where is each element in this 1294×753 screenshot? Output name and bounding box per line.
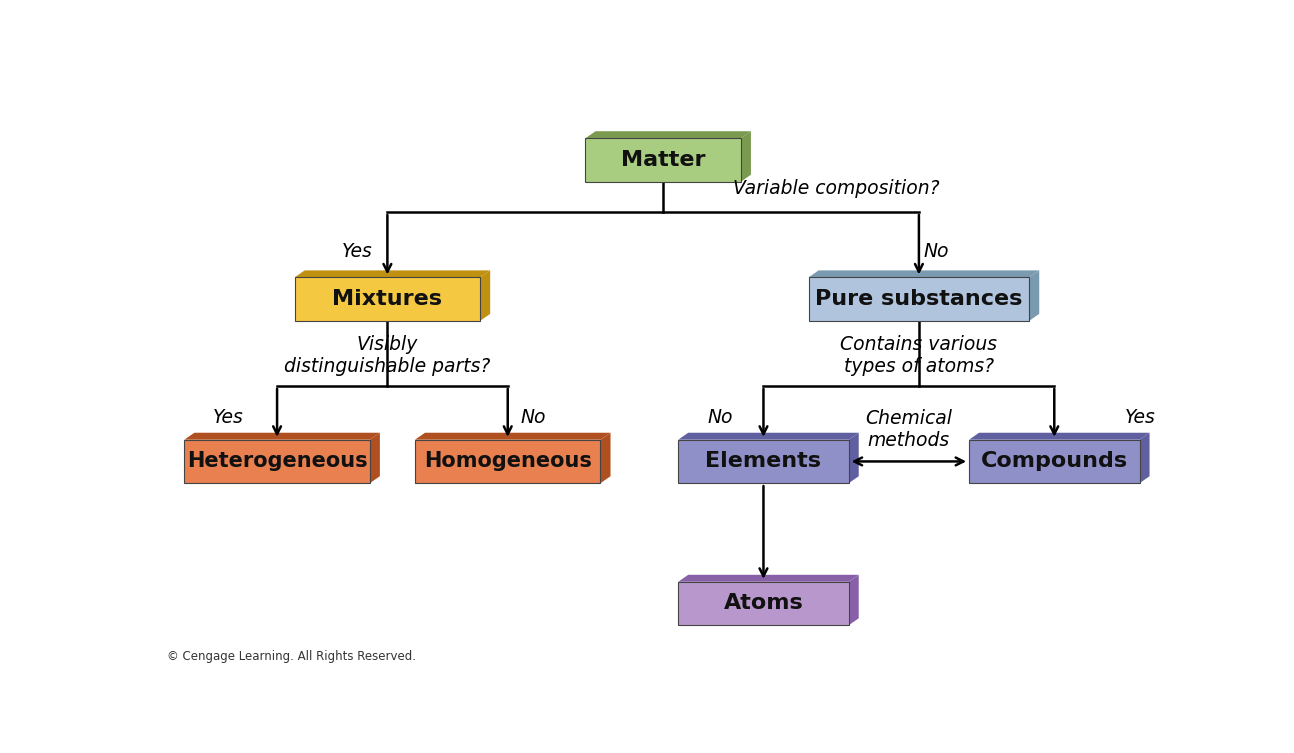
FancyBboxPatch shape bbox=[809, 277, 1029, 321]
Polygon shape bbox=[415, 433, 611, 440]
Polygon shape bbox=[585, 131, 751, 139]
Polygon shape bbox=[969, 433, 1149, 440]
Text: Elements: Elements bbox=[705, 452, 822, 471]
Polygon shape bbox=[600, 433, 611, 483]
FancyBboxPatch shape bbox=[184, 440, 370, 483]
Polygon shape bbox=[678, 575, 859, 582]
Text: Yes: Yes bbox=[1124, 408, 1156, 427]
FancyBboxPatch shape bbox=[678, 440, 849, 483]
Polygon shape bbox=[849, 433, 859, 483]
Text: Contains various
types of atoms?: Contains various types of atoms? bbox=[840, 335, 998, 376]
FancyBboxPatch shape bbox=[295, 277, 480, 321]
Polygon shape bbox=[678, 433, 859, 440]
Polygon shape bbox=[849, 575, 859, 625]
FancyBboxPatch shape bbox=[969, 440, 1140, 483]
Text: No: No bbox=[520, 408, 546, 427]
Text: Yes: Yes bbox=[342, 242, 373, 261]
Text: No: No bbox=[708, 408, 734, 427]
FancyBboxPatch shape bbox=[415, 440, 600, 483]
Text: Mixtures: Mixtures bbox=[333, 289, 443, 309]
Polygon shape bbox=[741, 131, 751, 181]
Text: Atoms: Atoms bbox=[723, 593, 804, 614]
Text: No: No bbox=[924, 242, 950, 261]
Text: Compounds: Compounds bbox=[981, 452, 1128, 471]
Text: Chemical
methods: Chemical methods bbox=[866, 409, 952, 450]
Text: Variable composition?: Variable composition? bbox=[734, 179, 939, 199]
FancyBboxPatch shape bbox=[678, 582, 849, 625]
Polygon shape bbox=[184, 433, 380, 440]
Text: Matter: Matter bbox=[621, 150, 705, 170]
FancyBboxPatch shape bbox=[585, 139, 741, 181]
Polygon shape bbox=[480, 270, 490, 321]
Polygon shape bbox=[370, 433, 380, 483]
Text: Visibly
distinguishable parts?: Visibly distinguishable parts? bbox=[285, 335, 490, 376]
Text: Homogeneous: Homogeneous bbox=[424, 452, 591, 471]
Text: Yes: Yes bbox=[214, 408, 245, 427]
Polygon shape bbox=[1140, 433, 1149, 483]
Polygon shape bbox=[1029, 270, 1039, 321]
Polygon shape bbox=[295, 270, 490, 277]
Polygon shape bbox=[809, 270, 1039, 277]
Text: Heterogeneous: Heterogeneous bbox=[186, 452, 367, 471]
Text: Pure substances: Pure substances bbox=[815, 289, 1022, 309]
Text: © Cengage Learning. All Rights Reserved.: © Cengage Learning. All Rights Reserved. bbox=[167, 650, 415, 663]
